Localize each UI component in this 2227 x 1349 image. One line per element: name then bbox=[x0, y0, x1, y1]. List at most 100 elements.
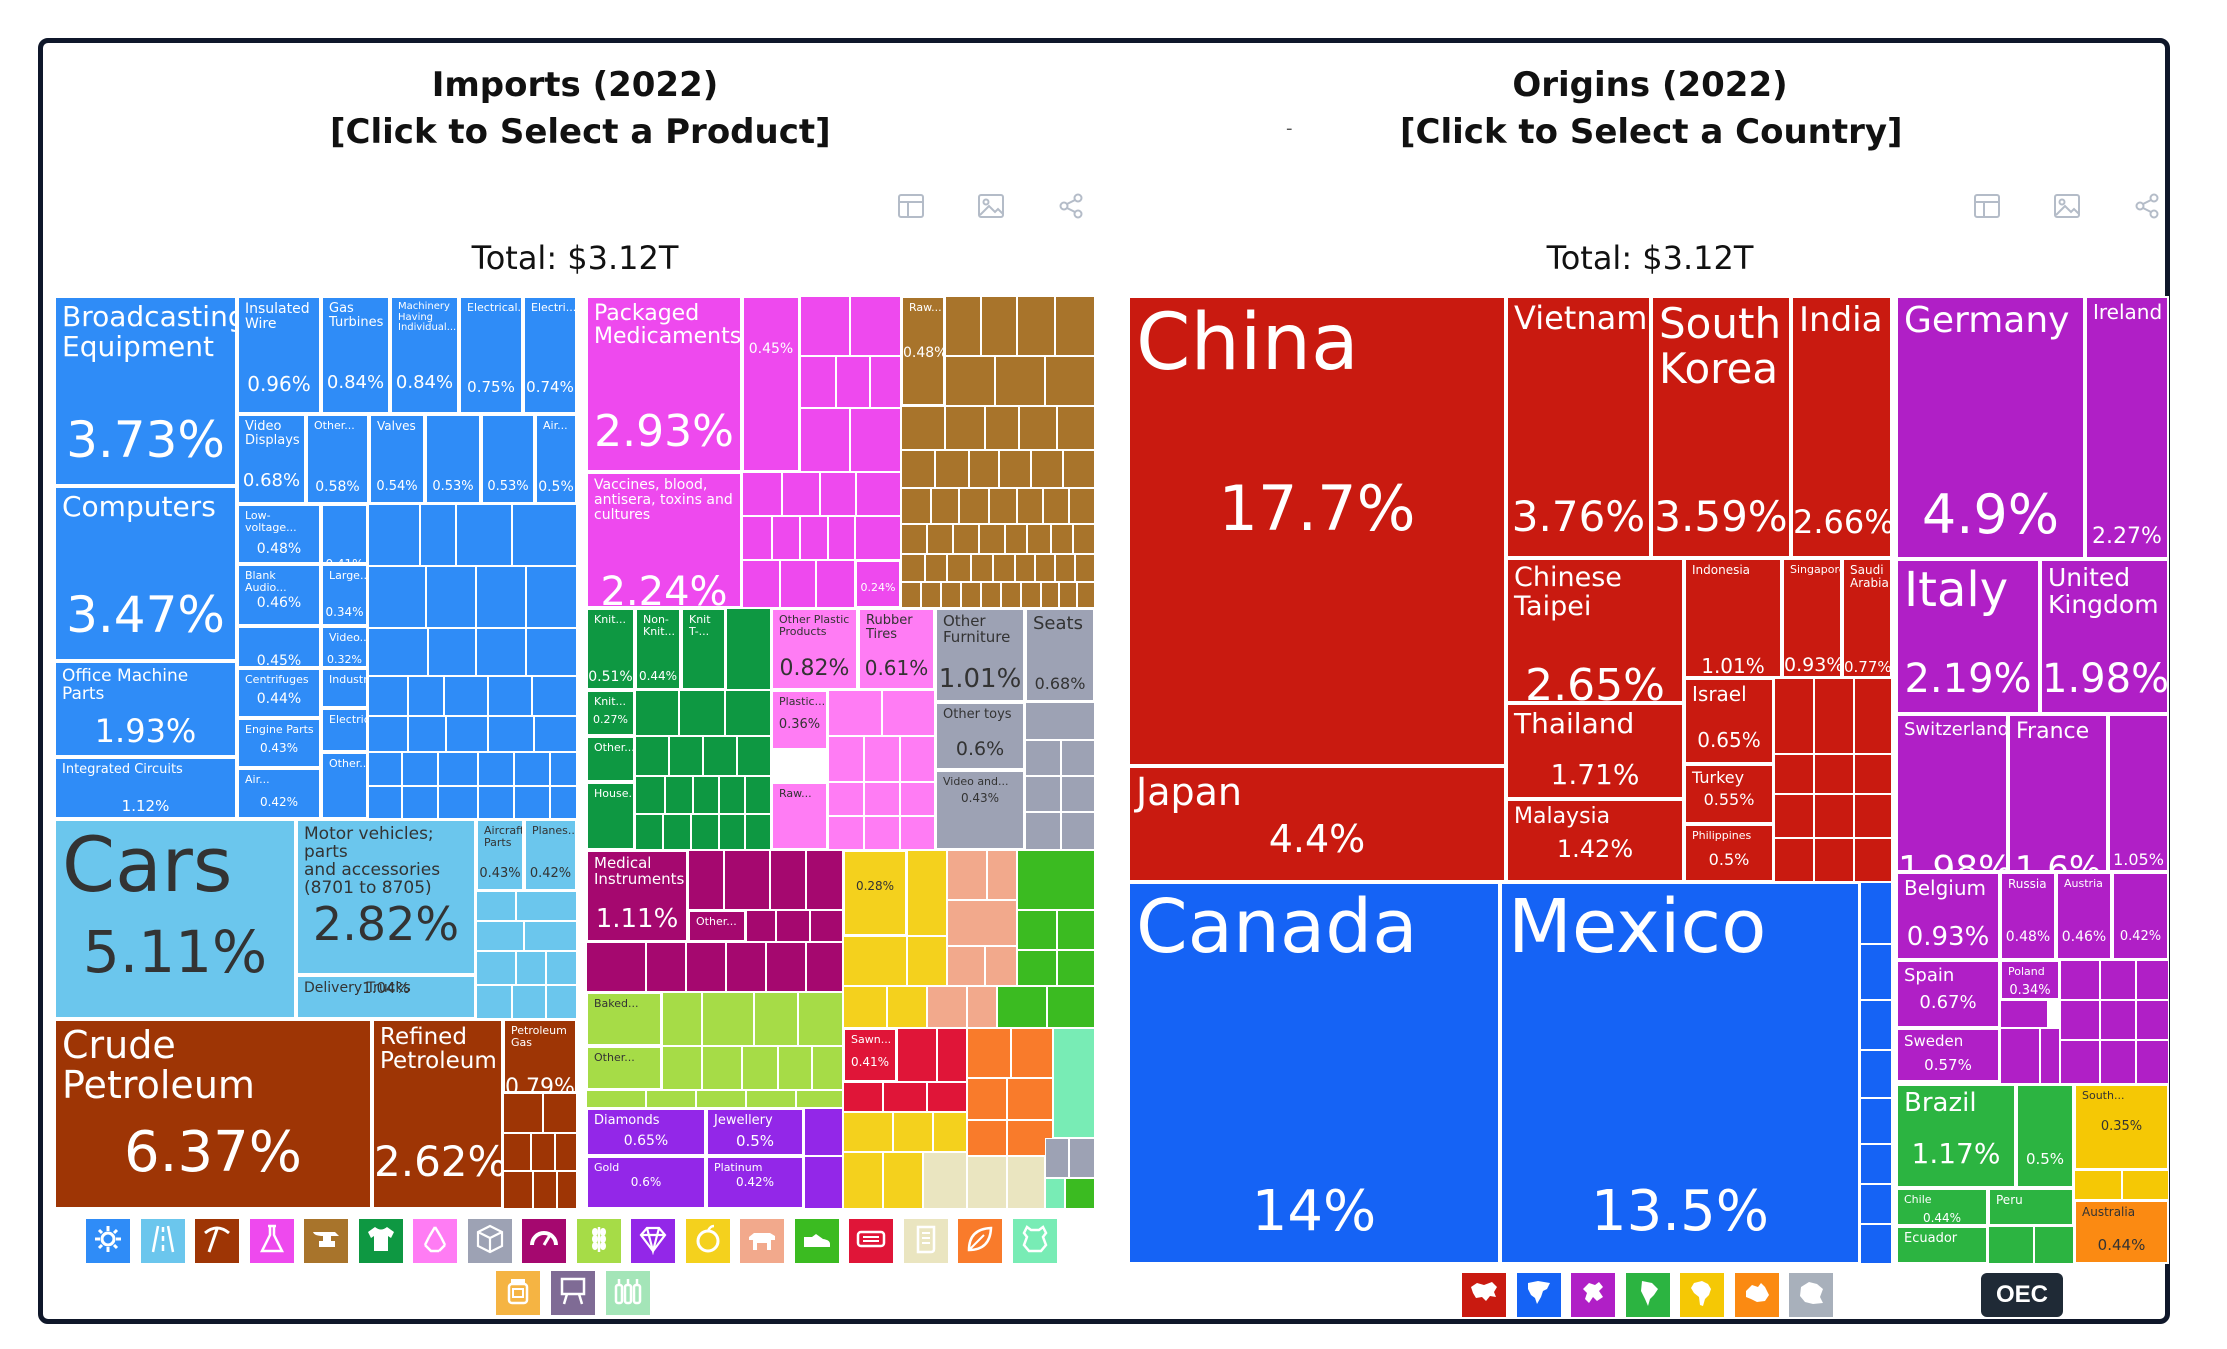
product-minor-tile[interactable] bbox=[897, 1028, 937, 1082]
country-minor-tile[interactable] bbox=[2122, 1170, 2169, 1200]
product-tile-videodisp[interactable]: Video Displays 0.68% bbox=[237, 414, 306, 504]
product-minor-tile[interactable] bbox=[702, 992, 754, 1046]
product-minor-tile[interactable] bbox=[534, 716, 577, 752]
product-minor-tile[interactable] bbox=[985, 406, 1019, 450]
product-minor-tile[interactable] bbox=[1017, 950, 1057, 986]
country-minor-tile[interactable] bbox=[2040, 1028, 2060, 1084]
product-minor-tile[interactable] bbox=[967, 1078, 1007, 1120]
country-minor-tile[interactable] bbox=[2136, 1040, 2169, 1084]
product-minor-tile[interactable] bbox=[646, 1090, 696, 1108]
product-minor-tile[interactable] bbox=[820, 472, 856, 516]
country-tile-ecuador[interactable]: Ecuador bbox=[1896, 1226, 1988, 1264]
product-minor-tile[interactable] bbox=[1041, 582, 1059, 608]
product-minor-tile[interactable] bbox=[806, 850, 843, 910]
product-minor-tile[interactable] bbox=[907, 936, 947, 986]
product-minor-tile[interactable] bbox=[804, 1156, 843, 1209]
country-minor-tile[interactable] bbox=[2000, 1000, 2048, 1028]
product-minor-tile[interactable] bbox=[516, 951, 546, 985]
product-minor-tile[interactable] bbox=[778, 1046, 812, 1090]
country-minor-tile[interactable] bbox=[1774, 838, 1814, 882]
product-minor-tile[interactable] bbox=[959, 488, 989, 524]
product-minor-tile[interactable] bbox=[724, 850, 770, 910]
product-minor-tile[interactable] bbox=[935, 450, 969, 488]
product-tile-engineparts[interactable]: Engine Parts 0.43% bbox=[237, 718, 321, 768]
product-tile-refined[interactable]: Refined Petroleum 2.62% bbox=[372, 1019, 503, 1209]
product-minor-tile[interactable] bbox=[456, 504, 512, 566]
origins-title-line2[interactable]: [Click to Select a Country] bbox=[1400, 112, 1903, 152]
product-minor-tile[interactable] bbox=[1021, 582, 1041, 608]
product-minor-tile[interactable] bbox=[981, 582, 1001, 608]
product-minor-tile[interactable] bbox=[828, 516, 855, 560]
product-minor-tile[interactable] bbox=[742, 472, 782, 516]
product-minor-tile[interactable] bbox=[1017, 488, 1043, 524]
product-minor-tile[interactable] bbox=[1061, 812, 1095, 850]
product-tile-crude[interactable]: Crude Petroleum 6.37% bbox=[54, 1019, 372, 1209]
product-minor-tile[interactable] bbox=[696, 1090, 746, 1108]
product-minor-tile[interactable] bbox=[444, 676, 488, 716]
country-minor-tile[interactable] bbox=[2074, 1170, 2122, 1200]
product-minor-tile[interactable] bbox=[800, 296, 850, 356]
product-minor-tile[interactable] bbox=[1025, 812, 1061, 850]
product-minor-tile[interactable] bbox=[806, 942, 843, 992]
product-legend-machines[interactable] bbox=[86, 1219, 130, 1263]
country-tile-brazil[interactable]: Brazil 1.17% bbox=[1896, 1084, 2016, 1188]
country-tile-turkey[interactable]: Turkey 0.55% bbox=[1684, 764, 1774, 824]
product-tile-petgas[interactable]: Petroleum Gas 0.79% bbox=[503, 1019, 577, 1093]
product-tile-furniture[interactable]: Other Furniture 1.01% bbox=[935, 608, 1025, 702]
country-minor-tile[interactable] bbox=[1860, 1098, 1892, 1144]
product-tile-turbines[interactable]: Gas Turbines 0.84% bbox=[321, 296, 390, 414]
product-minor-tile[interactable] bbox=[514, 752, 550, 786]
country-minor-tile[interactable] bbox=[2034, 1226, 2074, 1264]
product-minor-tile[interactable] bbox=[438, 752, 478, 786]
product-minor-tile[interactable] bbox=[665, 776, 693, 814]
product-minor-tile[interactable] bbox=[586, 1090, 646, 1108]
product-tile-electri2[interactable]: Electri... 0.74% bbox=[523, 296, 577, 414]
product-minor-tile[interactable] bbox=[532, 676, 577, 716]
product-minor-tile[interactable] bbox=[1025, 740, 1061, 776]
product-minor-tile[interactable] bbox=[691, 814, 719, 850]
product-tile-computers[interactable]: Computers 3.47% bbox=[54, 486, 237, 661]
product-minor-tile[interactable] bbox=[812, 1046, 843, 1090]
product-minor-tile[interactable] bbox=[937, 1028, 967, 1082]
product-minor-tile[interactable] bbox=[742, 560, 780, 608]
product-tile-instother[interactable]: Other... bbox=[688, 910, 746, 942]
product-minor-tile[interactable] bbox=[883, 1082, 927, 1112]
product-legend-wood[interactable] bbox=[958, 1219, 1002, 1263]
product-tile-toys[interactable]: Other toys 0.6% bbox=[935, 702, 1025, 770]
country-tile-mexico[interactable]: Mexico 13.5% bbox=[1500, 882, 1860, 1264]
product-minor-tile[interactable] bbox=[526, 566, 577, 628]
country-minor-tile[interactable] bbox=[2060, 1040, 2100, 1084]
product-minor-tile[interactable] bbox=[514, 786, 550, 819]
product-tile-motorparts[interactable]: Motor vehicles; parts and accessories (8… bbox=[296, 819, 476, 975]
product-minor-tile[interactable] bbox=[1073, 524, 1095, 554]
country-tile-switzerland[interactable]: Switzerland 1.98% bbox=[1896, 714, 2008, 872]
product-minor-tile[interactable] bbox=[843, 1112, 893, 1152]
product-minor-tile[interactable] bbox=[725, 690, 771, 736]
product-tile-video2[interactable]: Video... 0.32% bbox=[321, 626, 368, 668]
product-minor-tile[interactable] bbox=[985, 946, 1017, 986]
product-tile-ics[interactable]: Integrated Circuits 1.12% bbox=[54, 757, 237, 819]
product-minor-tile[interactable] bbox=[446, 716, 488, 752]
product-tile-diamonds[interactable]: Diamonds 0.65% bbox=[586, 1108, 706, 1156]
product-minor-tile[interactable] bbox=[901, 524, 927, 554]
product-minor-tile[interactable] bbox=[995, 356, 1045, 406]
continent-legend-oceania[interactable] bbox=[1734, 1273, 1779, 1317]
product-minor-tile[interactable] bbox=[800, 356, 836, 408]
product-minor-tile[interactable] bbox=[663, 814, 691, 850]
product-minor-tile[interactable] bbox=[947, 946, 985, 986]
country-tile-indonesia[interactable]: Indonesia 1.01% bbox=[1684, 558, 1782, 678]
product-legend-footwear[interactable] bbox=[794, 1219, 839, 1263]
product-minor-tile[interactable] bbox=[368, 786, 402, 819]
product-minor-tile[interactable] bbox=[828, 736, 864, 782]
product-tile-tother[interactable]: Other... bbox=[586, 736, 635, 782]
product-minor-tile[interactable] bbox=[901, 554, 925, 582]
product-minor-tile[interactable] bbox=[1061, 740, 1095, 776]
product-minor-tile[interactable] bbox=[989, 488, 1017, 524]
product-minor-tile[interactable] bbox=[1055, 554, 1075, 582]
product-minor-tile[interactable] bbox=[524, 921, 577, 951]
country-minor-tile[interactable] bbox=[1860, 882, 1892, 944]
country-minor-tile[interactable] bbox=[1774, 678, 1814, 754]
product-minor-tile[interactable] bbox=[368, 504, 420, 566]
product-minor-tile[interactable] bbox=[402, 786, 438, 819]
product-minor-tile[interactable] bbox=[900, 736, 935, 782]
